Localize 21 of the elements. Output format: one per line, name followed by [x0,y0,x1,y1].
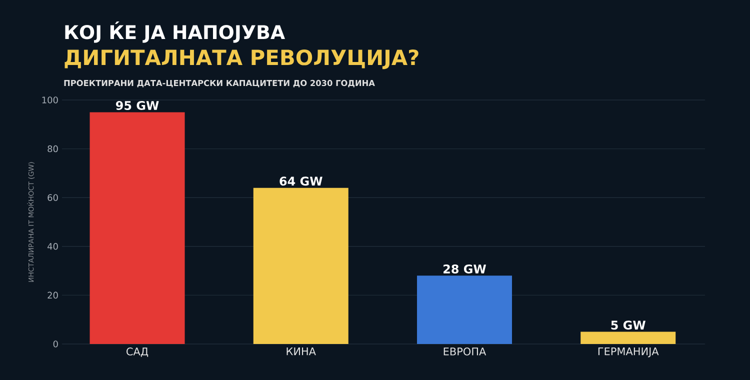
data-label: 95 GW [116,100,159,110]
y-tick-label: 100 [42,96,58,104]
bar [580,332,676,344]
data-label: 64 GW [280,176,322,186]
text: ПРОЕКТИРАНИ ДАТА-ЦЕНТАРСКИ КАПАЦИТЕТИ ДО 2030 ГОДИНА [64,80,375,88]
bar [253,188,348,344]
y-tick-label: 0 [53,340,58,348]
x-tick-label: САД [126,348,148,357]
y-tick-label: 20 [48,292,58,299]
y-tick-label: 80 [48,145,58,152]
x-tick-label: ЕВРОПА [444,348,486,356]
chart-title: КОЈ ЌЕ ЈА НАПОЈУВА [65,21,285,43]
y-tick-label: 60 [48,194,58,201]
data-label: 5 GW [611,320,646,330]
x-tick-label: ГЕРМАНИЈА [598,348,659,358]
bar [90,112,185,344]
bar [416,276,512,344]
chart-subtitle: ДИГИТАЛНАТА РЕВОЛУЦИЈА? [64,49,418,70]
x-tick-label: КИНА [286,348,316,356]
data-label: 28 GW [444,264,486,274]
y-tick-label: 40 [48,243,58,250]
